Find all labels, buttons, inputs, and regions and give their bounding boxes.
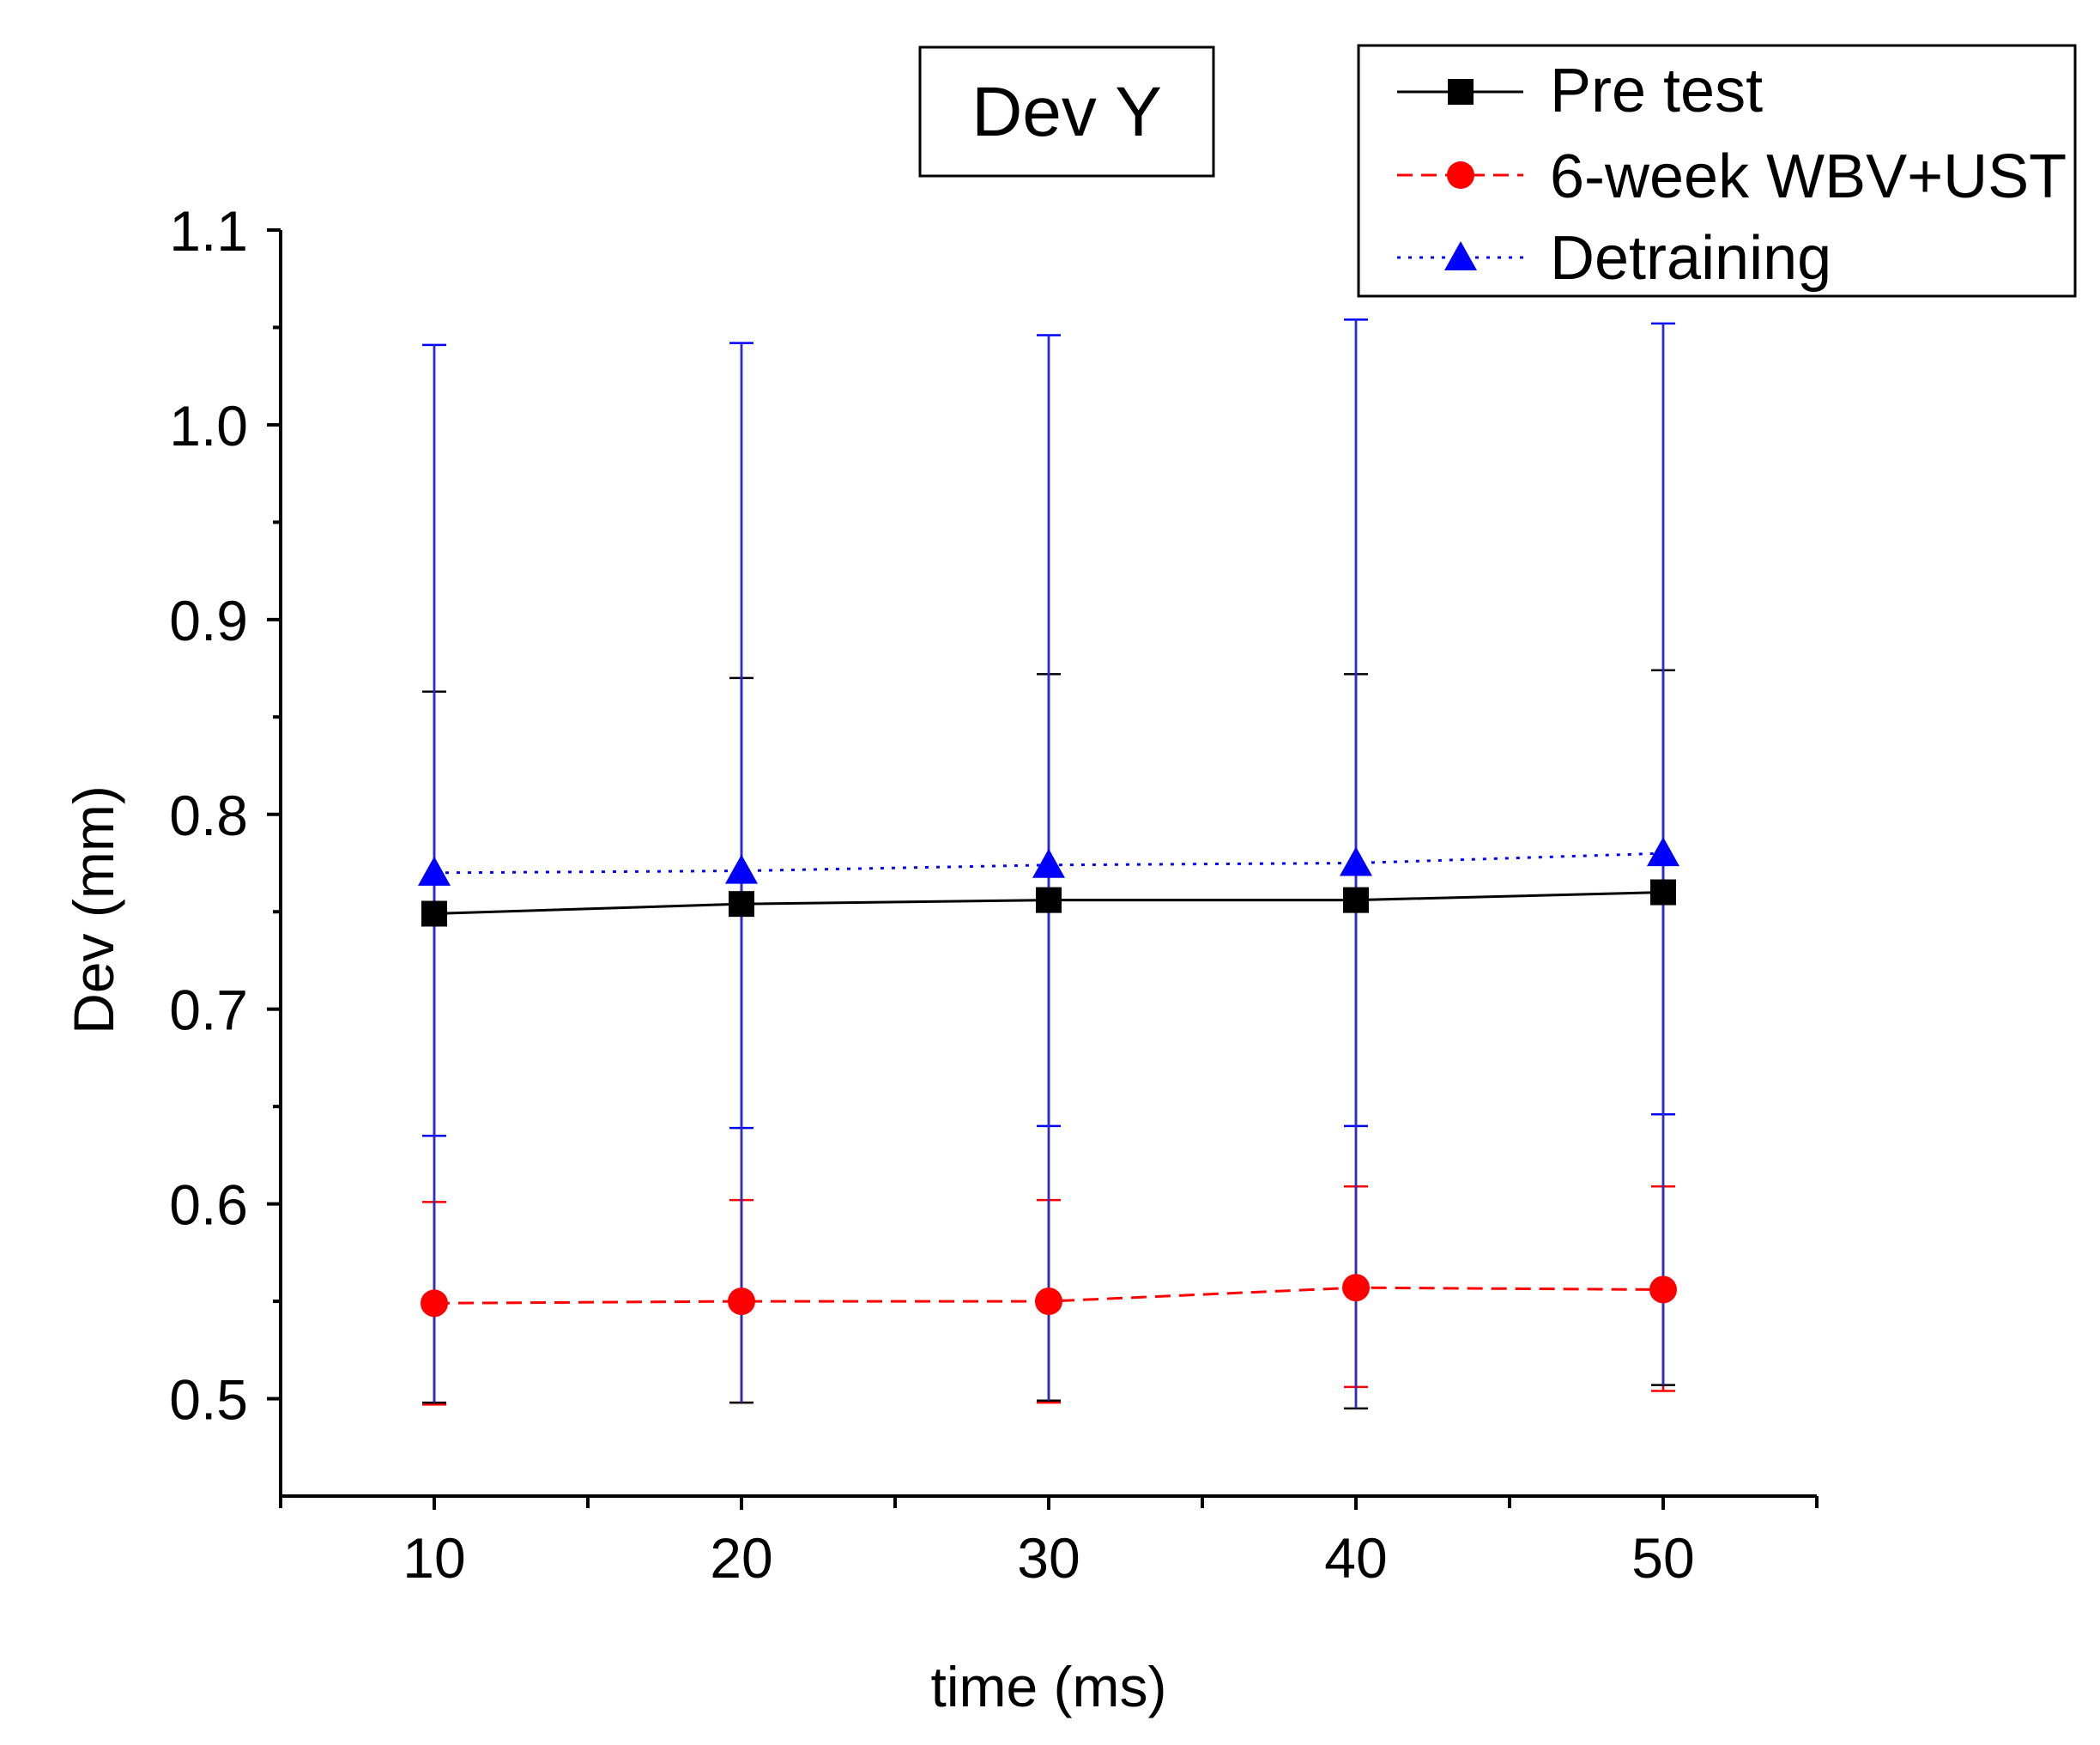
- x-tick-label: 50: [1631, 1526, 1694, 1590]
- data-point-circle: [728, 1288, 755, 1316]
- data-point-triangle: [1340, 846, 1372, 876]
- y-tick-label: 0.8: [169, 784, 248, 847]
- x-axis-label: time (ms): [931, 1655, 1167, 1718]
- data-point-triangle: [418, 856, 451, 886]
- legend: Pre test 6-week WBV+UST Detraining: [1357, 44, 2077, 298]
- chart-title: Dev Y: [971, 73, 1162, 151]
- data-point-circle: [1342, 1274, 1370, 1302]
- data-point-triangle: [1032, 848, 1065, 878]
- data-point-square: [1036, 887, 1062, 913]
- y-tick-label: 0.7: [169, 979, 248, 1042]
- markers-layer: [418, 837, 1679, 1318]
- legend-frame: [1357, 44, 2077, 298]
- data-point-triangle: [1647, 837, 1679, 867]
- x-tick-label: 30: [1017, 1526, 1080, 1590]
- x-tick-label: 20: [710, 1526, 772, 1590]
- y-tick-label: 0.5: [169, 1368, 248, 1432]
- x-tick-label: 10: [402, 1526, 465, 1590]
- ticks-layer: 0.5 0.6 0.7 0.8 0.9 1.0 1.1 10 20 30 40 50: [169, 199, 1819, 1590]
- y-tick-label: 0.6: [169, 1173, 248, 1237]
- legend-label-6-week: 6-week WBV+UST: [1550, 142, 2067, 211]
- y-tick-label: 0.9: [169, 589, 248, 652]
- data-point-circle: [1649, 1275, 1677, 1304]
- data-point-circle: [1035, 1288, 1062, 1316]
- data-point-circle: [421, 1289, 448, 1318]
- data-point-square: [1343, 887, 1369, 913]
- legend-label-pre-test: Pre test: [1550, 57, 1763, 125]
- legend-label-detraining: Detraining: [1550, 224, 1831, 293]
- legend-marker-square: [1448, 79, 1474, 105]
- legend-marker-circle: [1447, 161, 1474, 189]
- y-tick-label: 1.1: [169, 199, 248, 263]
- legend-items: [1397, 79, 1523, 270]
- data-point-square: [729, 891, 754, 918]
- y-axis-label: Dev (mm): [62, 785, 125, 1034]
- title-box: Dev Y: [918, 45, 1215, 178]
- data-point-square: [1650, 879, 1676, 906]
- data-point-square: [421, 900, 447, 927]
- x-tick-label: 40: [1324, 1526, 1387, 1590]
- y-tick-label: 1.0: [169, 394, 248, 457]
- title-frame: [918, 45, 1215, 178]
- legend-marker-triangle: [1444, 241, 1477, 270]
- data-point-triangle: [725, 854, 758, 884]
